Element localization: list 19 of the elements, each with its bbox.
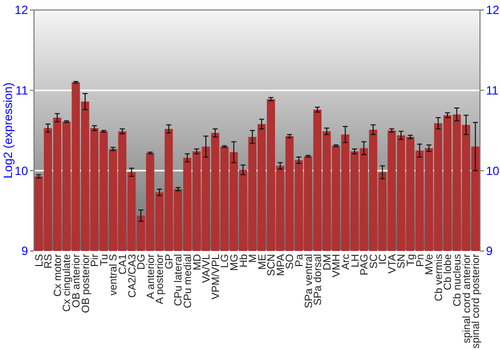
y2-tick-label: 12 xyxy=(486,3,500,18)
x-tick-label: spinal cord posterior xyxy=(470,253,482,349)
x-tick-label: LS xyxy=(33,254,46,267)
x-tick-label: spinal cord anterior xyxy=(460,253,473,344)
x-tick-label: LH xyxy=(349,254,362,268)
y-tick-label: 12 xyxy=(14,3,28,18)
y-tick-label: 11 xyxy=(16,84,28,98)
x-tick-label: CA2/CA3 xyxy=(126,254,138,298)
x-tick-label: OB posterior xyxy=(80,254,92,313)
y-axis-title: Log2 (expression) xyxy=(1,82,15,179)
y2-tick-label: 9 xyxy=(486,244,493,258)
y-tick-label: 10 xyxy=(14,164,28,178)
x-tick-label: MD xyxy=(191,254,204,270)
x-tick-label: Hb xyxy=(238,254,250,268)
y2-tick-label: 11 xyxy=(486,84,499,98)
y2-tick-label: 10 xyxy=(486,164,500,178)
x-tick-label: MVe xyxy=(424,254,436,276)
y-tick-label: 9 xyxy=(21,244,28,258)
x-tick-label: CPu medial xyxy=(182,254,194,308)
